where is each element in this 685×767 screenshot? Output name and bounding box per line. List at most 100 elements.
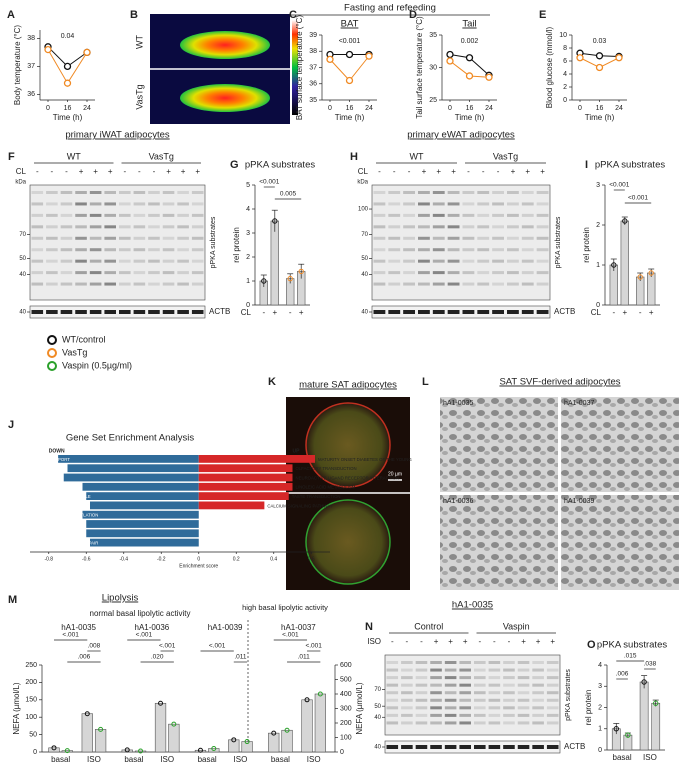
lane-label: + <box>434 637 439 646</box>
band <box>148 191 160 194</box>
band <box>403 225 415 229</box>
x-tick-label: 16 <box>346 105 354 112</box>
row-label: WT <box>134 35 144 49</box>
band <box>474 676 486 680</box>
blot <box>384 654 561 736</box>
band <box>89 225 102 229</box>
band <box>444 668 457 672</box>
band <box>477 225 490 229</box>
band <box>60 310 73 314</box>
band <box>148 259 160 263</box>
marker-label: 40 <box>361 310 368 316</box>
band <box>403 236 415 240</box>
y-tick-label: 150 <box>25 697 37 704</box>
x-tick-label: - <box>262 308 265 317</box>
y-tick-label: 25 <box>429 97 437 104</box>
band <box>492 282 504 286</box>
band <box>75 213 87 217</box>
y-tick-label: 50 <box>29 731 37 738</box>
band <box>532 691 544 695</box>
band <box>60 248 73 252</box>
band <box>89 271 102 275</box>
annotation: <.001 <box>159 643 176 650</box>
panel-title: mature SAT adipocytes <box>299 380 397 391</box>
band <box>162 282 175 286</box>
band <box>373 259 386 263</box>
band <box>521 248 534 252</box>
band <box>532 683 544 687</box>
band <box>191 259 204 263</box>
band <box>462 202 475 206</box>
marker <box>158 700 164 706</box>
band <box>444 683 457 687</box>
y-tick-label: 200 <box>340 720 352 727</box>
band <box>60 271 73 275</box>
band <box>432 248 445 252</box>
band <box>503 668 515 672</box>
color-scale <box>292 20 298 115</box>
band <box>119 282 131 286</box>
marker-label: 70 <box>374 687 381 693</box>
band <box>60 225 73 229</box>
band <box>104 248 116 252</box>
lane-label: - <box>51 167 54 176</box>
band <box>148 202 160 206</box>
bar <box>620 220 629 306</box>
annotation: 0.005 <box>280 191 297 198</box>
lane-label: - <box>123 167 126 176</box>
annotation: <0.001 <box>628 195 648 202</box>
band <box>532 698 544 702</box>
band <box>503 745 515 749</box>
band <box>507 236 519 240</box>
band <box>418 259 430 263</box>
band <box>191 282 204 286</box>
band <box>474 721 486 725</box>
band <box>373 236 386 240</box>
band <box>507 202 519 206</box>
band <box>89 248 102 252</box>
band <box>546 713 559 717</box>
bar <box>86 492 199 500</box>
y-tick-label: 35 <box>309 97 317 104</box>
y-tick-label: 3 <box>596 182 600 189</box>
y-tick-label: 36 <box>309 81 317 88</box>
x-tick-label: basal <box>613 753 632 762</box>
marker <box>244 739 250 745</box>
image-label: hA1-0036 <box>443 498 473 505</box>
band <box>119 271 131 275</box>
band <box>517 683 530 687</box>
band <box>388 225 401 229</box>
series-point <box>326 55 334 64</box>
y-tick-label: 1 <box>598 726 602 733</box>
x-tick-label: basal <box>51 755 70 764</box>
x-tick-label: ISO <box>87 755 101 764</box>
bar-label: PARKINSONS DISEASE <box>32 531 80 536</box>
band <box>546 676 559 680</box>
band <box>133 282 146 286</box>
band <box>104 310 116 314</box>
loading-label: ACTB <box>554 307 575 316</box>
band <box>60 259 73 263</box>
lane-label: - <box>36 167 39 176</box>
band <box>89 310 102 314</box>
band <box>119 310 131 314</box>
y-axis-label: NEFA (µmol/L) <box>355 682 364 735</box>
band <box>503 661 515 664</box>
lane-label: + <box>195 167 200 176</box>
y-tick-label: 0 <box>246 302 250 309</box>
bar <box>94 729 107 753</box>
lane-label: + <box>451 167 456 176</box>
marker <box>613 726 619 732</box>
band <box>546 661 559 664</box>
bar-label: NUCLEOTIDE EXCISION REPAIR <box>32 540 98 545</box>
mouse <box>180 84 270 112</box>
lane-label: + <box>525 167 530 176</box>
band <box>133 310 146 314</box>
marker <box>64 748 70 754</box>
y-tick-label: 200 <box>25 679 37 686</box>
lane-label: + <box>550 637 555 646</box>
band <box>536 202 549 206</box>
band <box>60 282 73 286</box>
marker <box>124 747 130 753</box>
x-axis-label: Enrichment score <box>179 563 218 569</box>
